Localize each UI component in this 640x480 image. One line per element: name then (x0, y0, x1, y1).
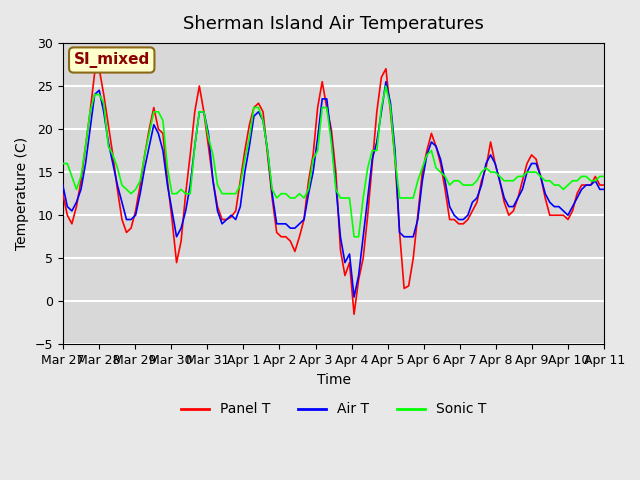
Text: SI_mixed: SI_mixed (74, 52, 150, 68)
Y-axis label: Temperature (C): Temperature (C) (15, 137, 29, 250)
Legend: Panel T, Air T, Sonic T: Panel T, Air T, Sonic T (175, 397, 492, 422)
Title: Sherman Island Air Temperatures: Sherman Island Air Temperatures (183, 15, 484, 33)
X-axis label: Time: Time (317, 373, 351, 387)
